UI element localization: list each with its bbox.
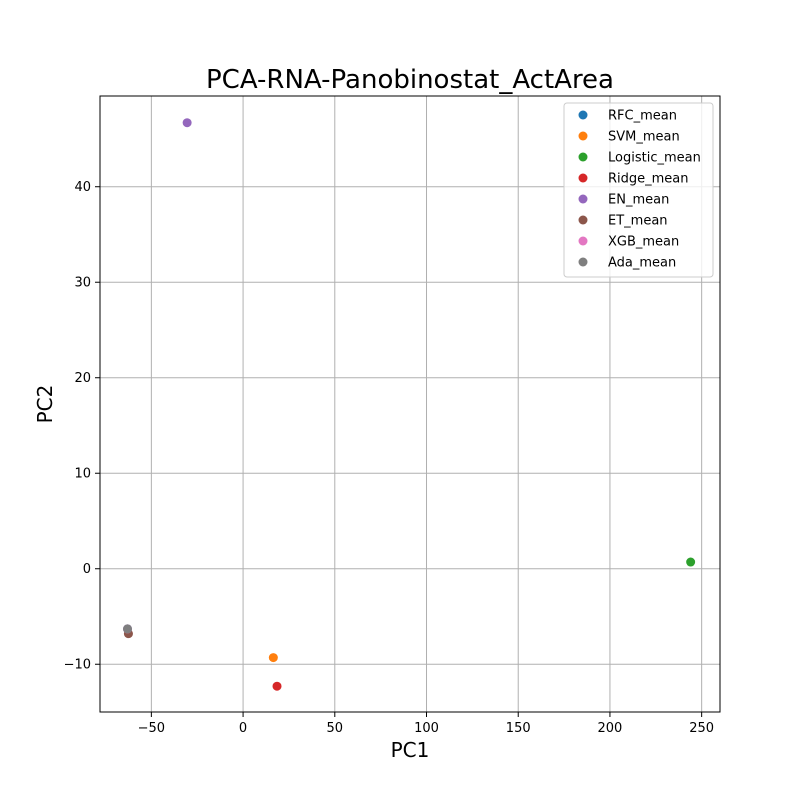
x-tick-label: 100	[414, 721, 439, 736]
y-axis-label: PC2	[33, 385, 57, 424]
y-tick-label: 0	[83, 562, 91, 577]
data-points	[123, 118, 696, 691]
legend-label: EN_mean	[608, 193, 669, 208]
legend-marker	[578, 131, 588, 141]
x-axis-label: PC1	[391, 738, 430, 762]
chart-title: PCA-RNA-Panobinostat_ActArea	[206, 65, 614, 95]
x-tick-label: 50	[327, 721, 344, 736]
x-tick-label: 0	[239, 721, 247, 736]
legend-box	[563, 102, 714, 278]
legend-marker	[578, 173, 588, 183]
x-tick-label: −50	[138, 721, 165, 736]
legend-label: XGB_mean	[608, 235, 679, 250]
legend-marker	[578, 194, 588, 204]
y-tick-label: 20	[74, 371, 91, 386]
point-ridge-mean	[272, 681, 282, 691]
point-ada-mean	[123, 624, 133, 634]
legend-marker	[578, 257, 588, 267]
grid-lines	[100, 96, 720, 712]
y-tick-label: −10	[64, 658, 91, 673]
legend-label: ET_mean	[608, 214, 668, 229]
x-tick-label: 150	[506, 721, 531, 736]
legend-label: SVM_mean	[608, 130, 680, 145]
legend-marker	[578, 215, 588, 225]
point-en-mean	[182, 118, 192, 128]
legend-label: RFC_mean	[608, 109, 677, 124]
legend-label: Ridge_mean	[608, 172, 689, 187]
point-svm-mean	[268, 653, 278, 663]
plot-frame	[99, 95, 721, 713]
legend: RFC_mean SVM_mean Logistic_mean Ridge_mean E…	[563, 102, 714, 278]
y-tick-label: 40	[74, 180, 91, 195]
y-tick-label: 10	[74, 467, 91, 482]
x-tick-label: 200	[598, 721, 623, 736]
legend-marker	[578, 110, 588, 120]
axis-ticks: −50 0 50 100 150 200 250 −10 0 10 20 30 40	[64, 180, 715, 736]
y-tick-label: 30	[74, 276, 91, 291]
legend-marker	[578, 152, 588, 162]
point-logistic-mean	[686, 557, 696, 567]
legend-marker	[578, 236, 588, 246]
legend-label: Logistic_mean	[608, 151, 701, 166]
x-tick-label: 250	[689, 721, 714, 736]
legend-label: Ada_mean	[608, 256, 676, 271]
